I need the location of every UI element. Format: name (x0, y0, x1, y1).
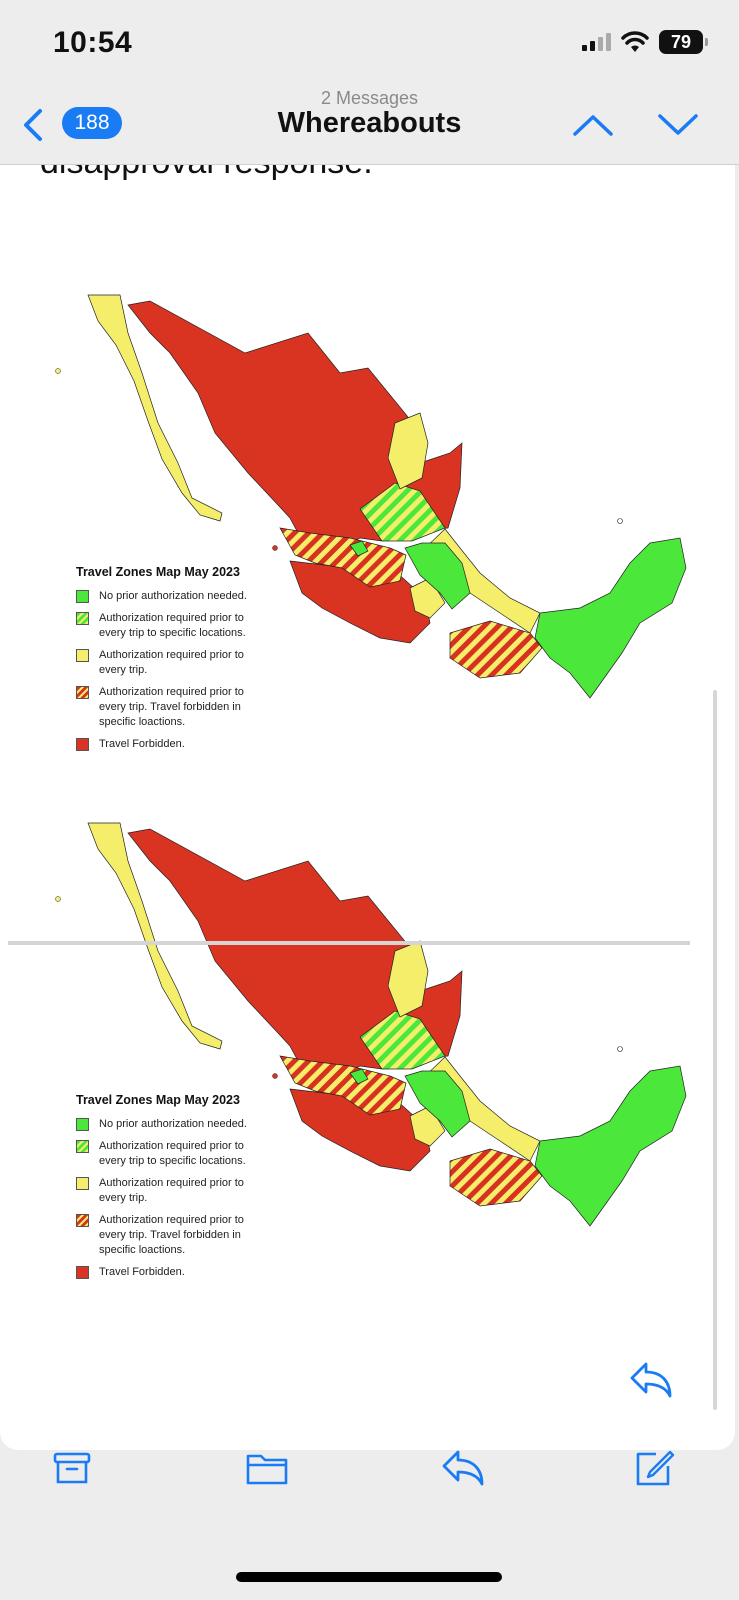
email-body: disapproval response. (0, 165, 735, 1450)
legend-label: Travel Forbidden. (99, 738, 185, 750)
chevron-down-icon[interactable] (657, 112, 699, 138)
status-time: 10:54 (53, 26, 133, 59)
legend-item: No prior authorization needed. (76, 1117, 296, 1132)
legend-swatch-red-hatched (76, 686, 89, 699)
map-legend: Travel Zones Map May 2023 No prior autho… (76, 565, 296, 759)
legend-item: Authorization required prior to every tr… (76, 648, 296, 678)
travel-zones-map: Travel Zones Map May 2023 No prior autho… (50, 293, 710, 813)
legend-label: Authorization required prior to every tr… (99, 686, 244, 728)
wifi-icon (621, 31, 649, 52)
legend-item: Travel Forbidden. (76, 737, 296, 752)
image-overlay-line (8, 941, 690, 945)
folder-icon[interactable] (245, 1448, 289, 1488)
legend-label: Authorization required prior to every tr… (99, 1140, 246, 1167)
status-icons: 79 (581, 30, 708, 54)
mexico-map-image (55, 294, 687, 699)
legend-swatch-red (76, 738, 89, 751)
chevron-up-icon[interactable] (572, 112, 614, 138)
legend-label: No prior authorization needed. (99, 590, 247, 602)
legend-label: Authorization required prior to every tr… (99, 649, 244, 676)
legend-item: Authorization required prior to every tr… (76, 685, 296, 730)
message-count: 2 Messages (320, 88, 419, 108)
scrollbar[interactable] (713, 690, 717, 1410)
back-count-badge[interactable]: 188 (62, 107, 122, 139)
reply-icon[interactable] (628, 1360, 674, 1400)
legend-swatch-green-hatched (76, 1140, 89, 1153)
mexico-map-image (55, 822, 687, 1227)
status-bar: 10:54 79 (0, 0, 739, 90)
home-indicator[interactable] (236, 1572, 502, 1582)
legend-swatch-red-hatched (76, 1214, 89, 1227)
legend-label: Authorization required prior to every tr… (99, 612, 246, 639)
chevron-left-icon[interactable] (20, 108, 46, 142)
legend-item: Authorization required prior to every tr… (76, 1213, 296, 1258)
legend-item: Authorization required prior to every tr… (76, 1139, 296, 1169)
legend-swatch-yellow (76, 649, 89, 662)
legend-label: Authorization required prior to every tr… (99, 1214, 244, 1256)
legend-label: Authorization required prior to every tr… (99, 1177, 244, 1204)
legend-title: Travel Zones Map May 2023 (76, 565, 240, 579)
legend-item: Authorization required prior to every tr… (76, 1176, 296, 1206)
legend-label: No prior authorization needed. (99, 1118, 247, 1130)
reply-icon[interactable] (440, 1448, 486, 1488)
legend-item: Authorization required prior to every tr… (76, 611, 296, 641)
page-title: Whereabouts (277, 107, 462, 139)
email-text: disapproval response. (40, 165, 373, 182)
legend-swatch-green (76, 1118, 89, 1131)
map-legend: Travel Zones Map May 2023 No prior autho… (76, 1093, 296, 1287)
legend-swatch-green (76, 590, 89, 603)
legend-swatch-green-hatched (76, 612, 89, 625)
nav-bar (0, 82, 739, 165)
travel-zones-map: Travel Zones Map May 2023 No prior autho… (50, 821, 710, 1341)
archive-icon[interactable] (52, 1448, 92, 1488)
cellular-signal-icon (582, 33, 611, 51)
legend-title: Travel Zones Map May 2023 (76, 1093, 240, 1107)
compose-icon[interactable] (634, 1448, 676, 1488)
legend-swatch-red (76, 1266, 89, 1279)
legend-item: Travel Forbidden. (76, 1265, 296, 1280)
legend-label: Travel Forbidden. (99, 1266, 185, 1278)
legend-swatch-yellow (76, 1177, 89, 1190)
legend-item: No prior authorization needed. (76, 589, 296, 604)
battery-icon: 79 (659, 30, 708, 54)
